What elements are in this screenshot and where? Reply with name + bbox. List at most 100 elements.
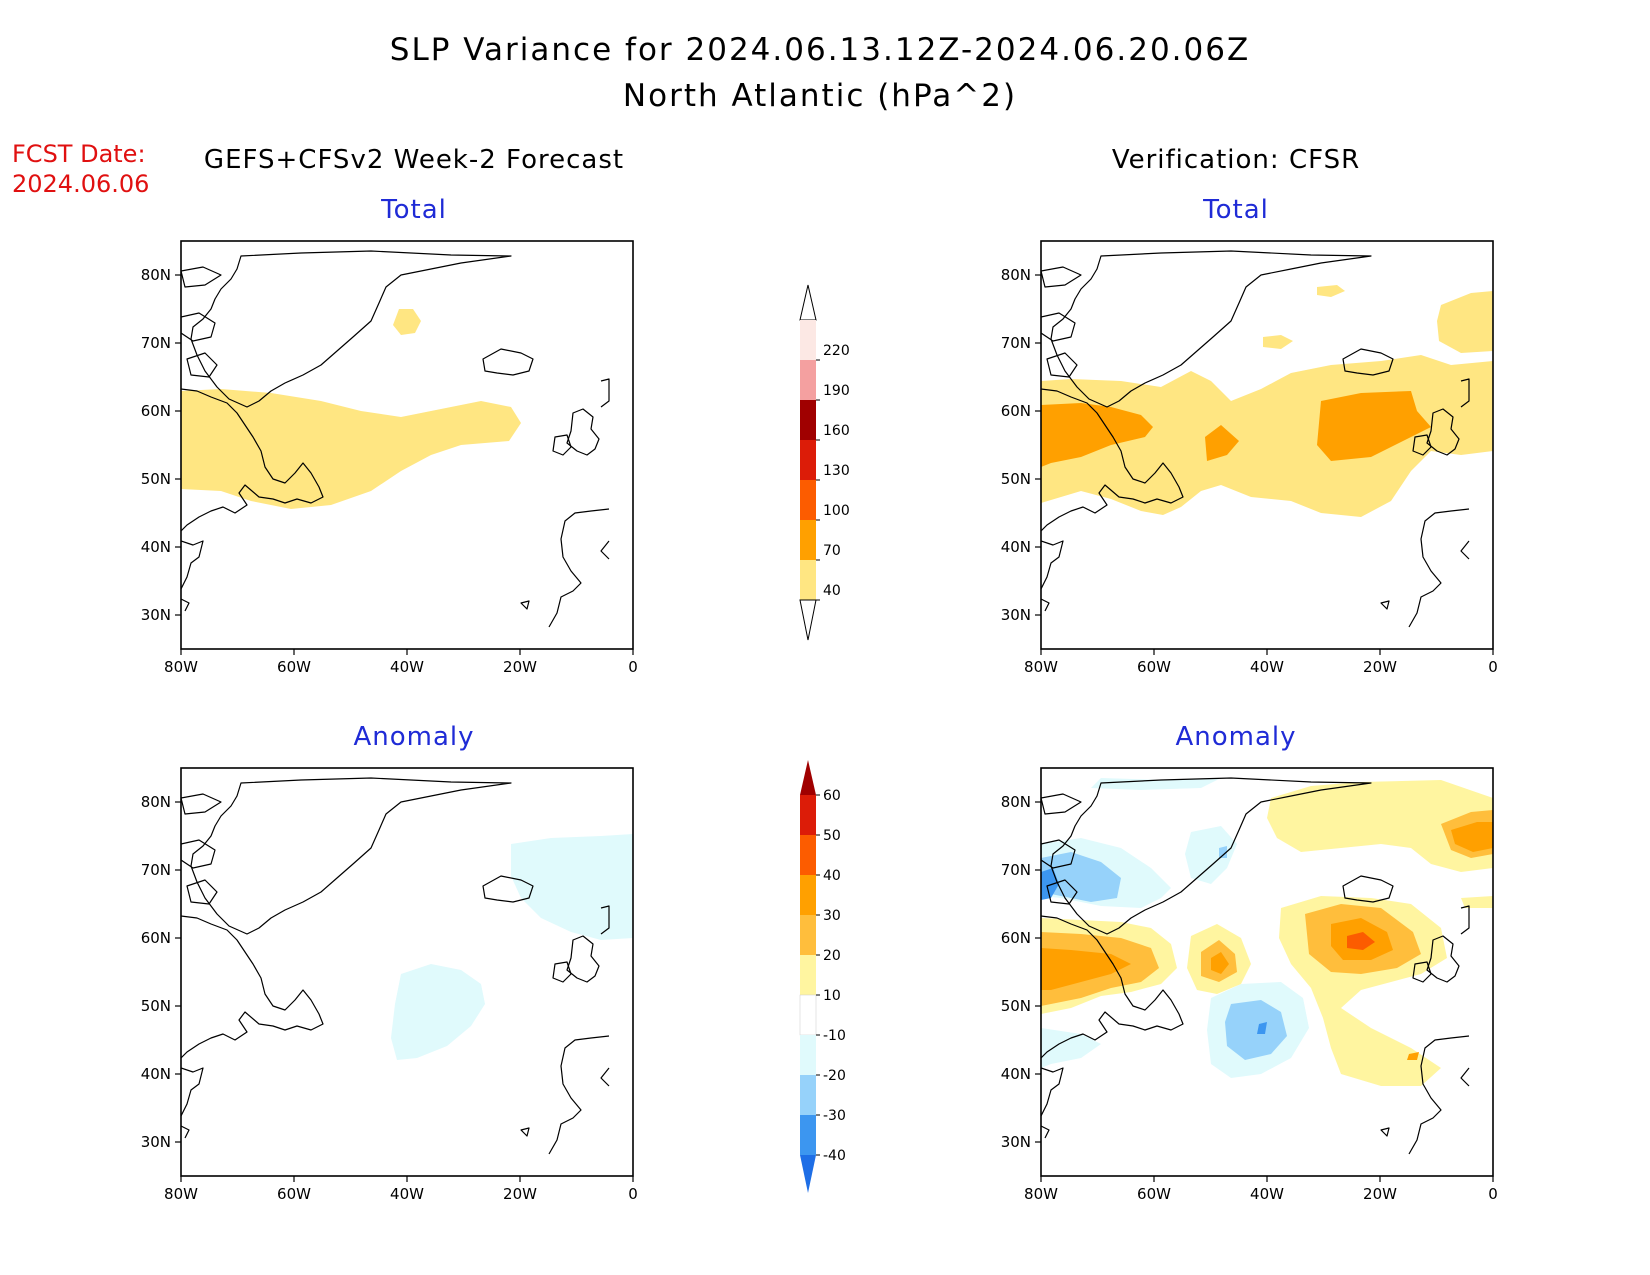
- lat-tick-label: 40N: [1001, 538, 1031, 556]
- lon-tick-label: 20W: [503, 1185, 537, 1203]
- colorbar-bottom-arrow: [800, 1155, 816, 1193]
- lat-tick-label: 70N: [141, 861, 171, 879]
- contour-neg20-neg30: [1225, 1000, 1287, 1060]
- contour-70-100: [1041, 403, 1153, 467]
- lon-tick-label: 20W: [503, 658, 537, 676]
- lon-tick-label: 40W: [390, 658, 424, 676]
- panel-title-verification-total: Total: [1202, 195, 1269, 225]
- panel-forecast-anomaly: Anomaly: [180, 722, 634, 1177]
- contour-40-50: [1347, 932, 1375, 950]
- colorbar-swatch: [800, 560, 816, 600]
- contour-neg10-neg20: [1091, 778, 1221, 790]
- colorbar-bottom-arrow: [799, 599, 817, 641]
- colorbar-swatch: [800, 440, 816, 480]
- contour-neg20-neg30: [1219, 846, 1227, 858]
- colorbar-level-label: 60: [823, 788, 841, 804]
- colorbar-level-label: 50: [823, 828, 841, 844]
- axis-labels: 80W 60W 40W 20W 0 80N 70N 60N 50N 40N 30N 80W 60W 40W…: [141, 266, 1498, 1203]
- colorbar-level-label: 40: [823, 583, 841, 599]
- lon-tick-label: 60W: [277, 658, 311, 676]
- contour-40-70: [1263, 335, 1293, 349]
- title-line-1: SLP Variance for 2024.06.13.12Z-2024.06.…: [390, 32, 1250, 68]
- contour-40-70: [1317, 285, 1345, 297]
- contour-40-70: [393, 309, 421, 335]
- colorbar-top-arrow: [799, 284, 817, 321]
- contour-neg30-neg40: [1257, 1022, 1267, 1034]
- lat-tick-label: 30N: [141, 606, 171, 624]
- colorbar-level-label: 190: [823, 383, 850, 399]
- contour-30-40: [1407, 1052, 1419, 1060]
- colorbar-swatch: [800, 795, 816, 835]
- total-colorbar: 220 190 160 130 100 70 40: [799, 284, 850, 641]
- contour-70-100: [1205, 425, 1239, 461]
- lat-tick-label: 80N: [141, 266, 171, 284]
- anomaly-colorbar: 60 50 40 30 20 10 -10 -20 -30 -40: [799, 760, 846, 1193]
- panel-forecast-total: Total: [180, 195, 634, 650]
- panel-title-forecast-anomaly: Anomaly: [353, 722, 474, 752]
- colorbar-level-label: 220: [823, 343, 850, 359]
- colorbar-swatch: [800, 480, 816, 520]
- contour-70-100: [1317, 391, 1431, 461]
- lat-tick-label: 70N: [1001, 334, 1031, 352]
- lon-tick-label: 0: [628, 1185, 638, 1203]
- colorbar-swatch: [800, 875, 816, 915]
- lat-tick-label: 50N: [1001, 997, 1031, 1015]
- fcst-date-value: 2024.06.06: [12, 170, 149, 198]
- lat-tick-label: 40N: [141, 1065, 171, 1083]
- colorbar-swatch: [800, 320, 816, 360]
- colorbar-level-label: 30: [823, 908, 841, 924]
- fcst-date-label: FCST Date:: [12, 140, 146, 168]
- contour-10-20: [1461, 896, 1493, 908]
- lat-tick-label: 80N: [141, 793, 171, 811]
- lon-tick-label: 0: [628, 658, 638, 676]
- colorbar-level-label: 160: [823, 423, 850, 439]
- lon-tick-label: 40W: [1250, 1185, 1284, 1203]
- lon-tick-label: 40W: [1250, 658, 1284, 676]
- colorbar-level-label: 20: [823, 948, 841, 964]
- lat-tick-label: 30N: [141, 1133, 171, 1151]
- panel-title-verification-anomaly: Anomaly: [1175, 722, 1296, 752]
- lon-tick-label: 20W: [1363, 658, 1397, 676]
- colorbar-level-label: 100: [823, 503, 850, 519]
- colorbar-swatch: [799, 994, 817, 1036]
- panel-title-forecast-total: Total: [380, 195, 447, 225]
- contour-neg10-neg20: [1041, 1028, 1101, 1068]
- left-column-title: GEFS+CFSv2 Week-2 Forecast: [204, 145, 624, 175]
- colorbar-swatch: [800, 400, 816, 440]
- colorbar-level-label: 130: [823, 463, 850, 479]
- lat-tick-label: 40N: [141, 538, 171, 556]
- contour-30-40: [1211, 952, 1229, 974]
- lat-tick-label: 60N: [141, 929, 171, 947]
- colorbar-level-label: 40: [823, 868, 841, 884]
- lat-tick-label: 40N: [1001, 1065, 1031, 1083]
- colorbar-level-label: -40: [823, 1148, 846, 1164]
- contour-30-40: [1041, 948, 1131, 990]
- lat-tick-label: 50N: [1001, 470, 1031, 488]
- colorbar-swatch: [800, 520, 816, 560]
- colorbar-level-label: 70: [823, 543, 841, 559]
- lon-tick-label: 40W: [390, 1185, 424, 1203]
- contour-40-70: [181, 389, 521, 509]
- lat-tick-label: 50N: [141, 470, 171, 488]
- colorbar-level-label: 10: [823, 988, 841, 1004]
- colorbar-swatch: [800, 1075, 816, 1115]
- contour-neg10-neg20: [391, 964, 485, 1060]
- colorbar-swatch: [800, 360, 816, 400]
- colorbar-level-label: -20: [823, 1068, 846, 1084]
- lat-tick-label: 60N: [1001, 929, 1031, 947]
- lon-tick-label: 80W: [164, 658, 198, 676]
- colorbar-top-arrow: [800, 760, 816, 795]
- lat-tick-label: 80N: [1001, 793, 1031, 811]
- lat-tick-label: 70N: [141, 334, 171, 352]
- right-column-title: Verification: CFSR: [1112, 145, 1360, 175]
- panel-verification-anomaly: Anomaly: [1040, 722, 1494, 1177]
- lat-tick-label: 60N: [141, 402, 171, 420]
- lon-tick-label: 80W: [1024, 658, 1058, 676]
- colorbar-level-label: -30: [823, 1108, 846, 1124]
- lat-tick-label: 50N: [141, 997, 171, 1015]
- colorbar-swatch: [800, 915, 816, 955]
- title-line-2: North Atlantic (hPa^2): [623, 78, 1017, 114]
- lon-tick-label: 60W: [277, 1185, 311, 1203]
- lat-tick-label: 70N: [1001, 861, 1031, 879]
- lon-tick-label: 20W: [1363, 1185, 1397, 1203]
